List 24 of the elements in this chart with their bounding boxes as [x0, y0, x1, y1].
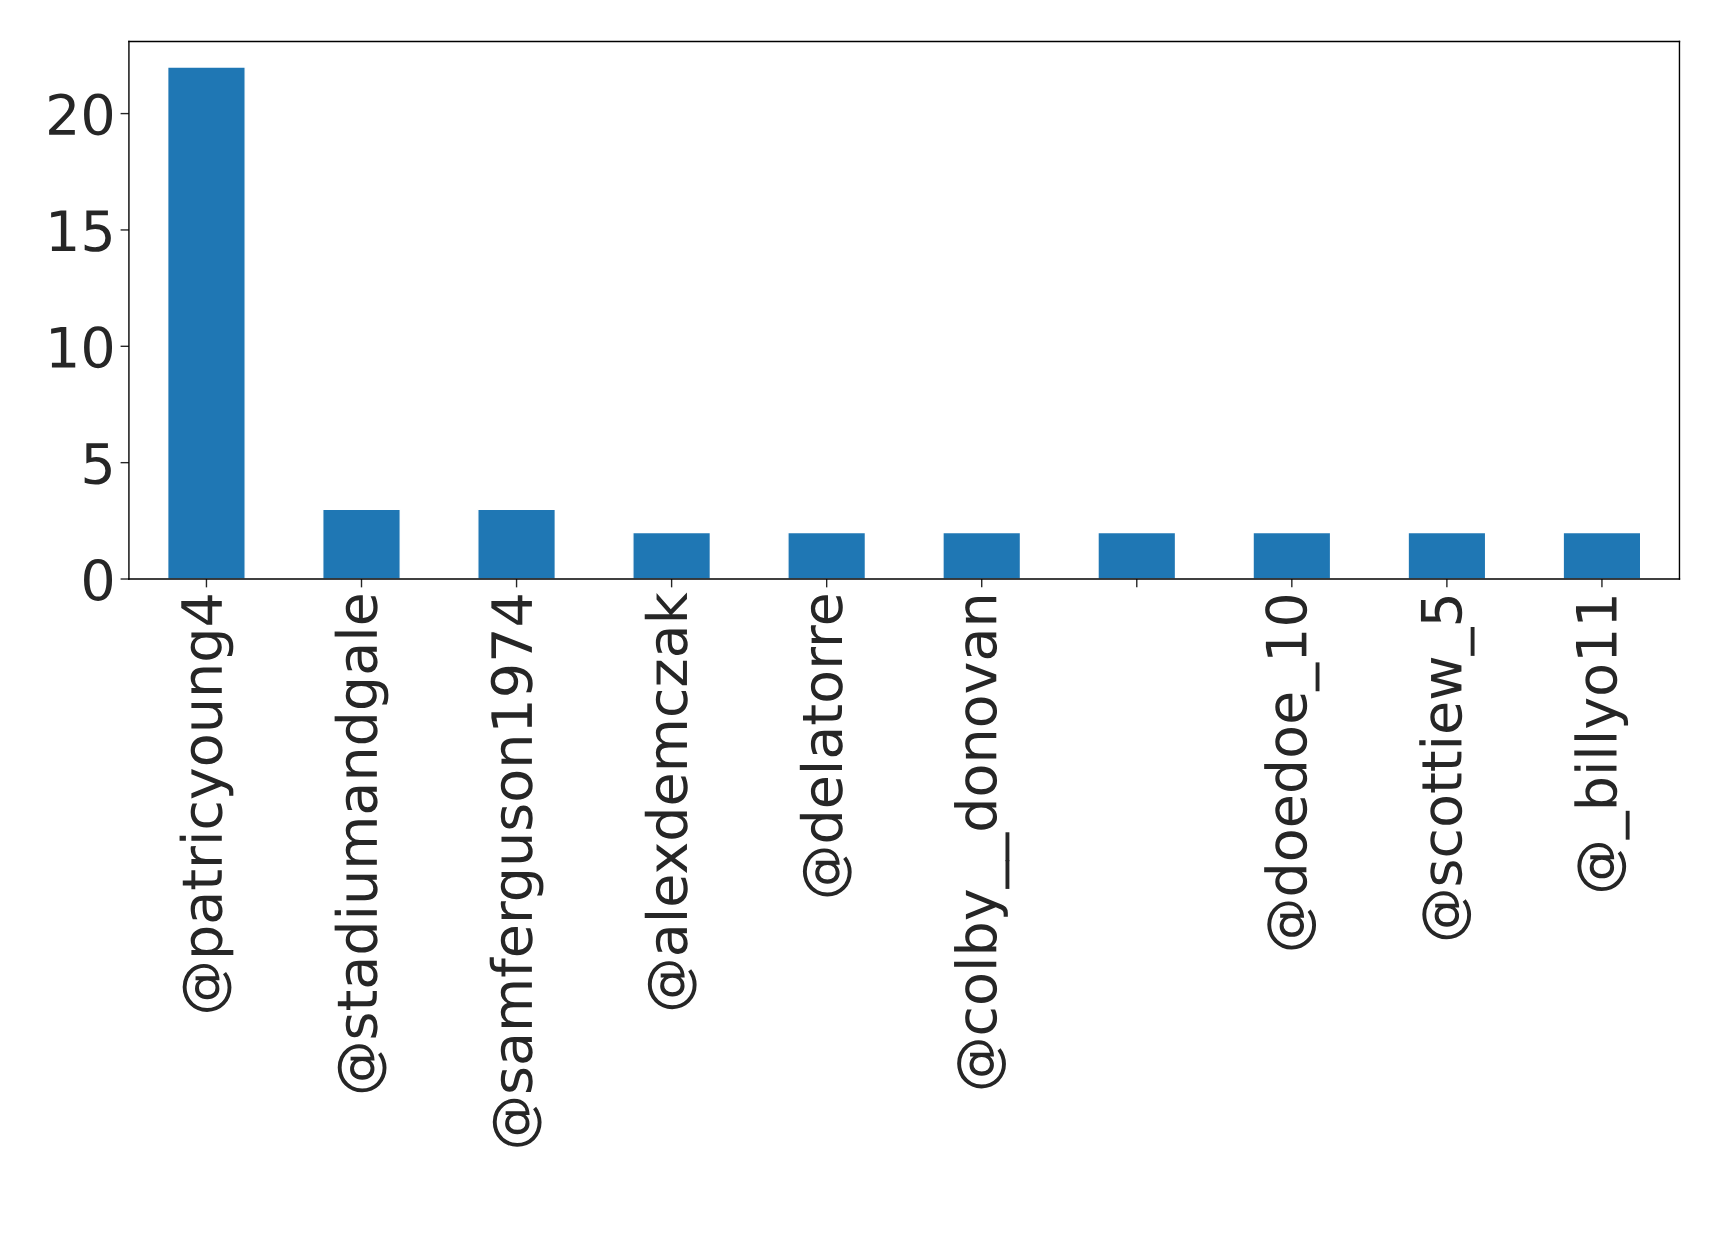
y-tick-label: 10 [51, 326, 113, 369]
bar [477, 508, 557, 580]
y-tick-label: 20 [49, 93, 113, 136]
x-tick-label: @stadiumandgale [334, 595, 389, 1093]
bar [942, 531, 1022, 580]
y-tick-label: 5 [84, 443, 111, 485]
bar [166, 66, 246, 580]
bar [787, 531, 867, 580]
y-tick-label: 15 [51, 210, 111, 252]
x-tick-label: @doedoe_10 [1264, 595, 1320, 950]
y-tick-label: 0 [84, 558, 113, 601]
x-tick-label: @_billyo11 [1574, 597, 1630, 892]
x-tick-label: @samferguson1974 [489, 595, 544, 1147]
bar [1252, 531, 1332, 580]
bar [1562, 531, 1642, 580]
bar [1097, 531, 1177, 580]
x-tick-label: @scottiew_5 [1419, 597, 1475, 940]
bar [322, 508, 401, 580]
x-tick-label: @delatorre [799, 595, 852, 897]
x-tick-label: @patricyoung4 [179, 595, 234, 1012]
x-tick-label: @colby__donovan [954, 596, 1010, 1089]
bar [1407, 531, 1487, 580]
bar [632, 531, 712, 580]
x-tick-label: @alexdemczak [644, 592, 697, 1010]
